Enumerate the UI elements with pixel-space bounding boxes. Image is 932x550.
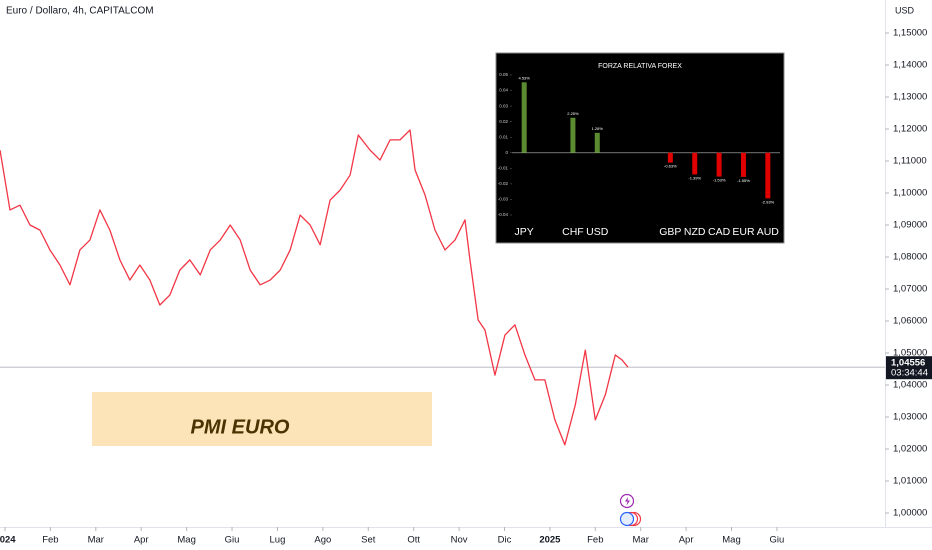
y-tick-label: 1,05000 (893, 348, 927, 359)
inset-panel (495, 52, 785, 244)
inset-value-label: -1.55% (737, 178, 750, 183)
inset-category-label: EUR (732, 226, 755, 238)
x-tick-label: Ago (314, 535, 331, 546)
x-tick-label: Mag (177, 535, 195, 546)
inset-value-label: 1.28% (592, 126, 604, 131)
inset-value-label: 4.53% (519, 75, 531, 80)
y-tick-label: 1,08000 (893, 252, 927, 263)
inset-y-tick-label: -0.03 (498, 197, 509, 202)
y-tick-label: 1,12000 (893, 124, 927, 135)
inset-bar (765, 152, 771, 199)
y-tick-label: 1,03000 (893, 412, 927, 423)
x-tick-label: Lug (270, 535, 286, 546)
inset-bar (716, 152, 722, 177)
y-tick-label: 1,01000 (893, 476, 927, 487)
x-tick-label: Feb (42, 535, 58, 546)
x-tick-label: Apr (134, 535, 149, 546)
x-tick-label: Nov (451, 535, 468, 546)
chart-title: Euro / Dollaro, 4h, CAPITALCOM (6, 6, 154, 17)
inset-y-tick-label: -0.04 (498, 212, 509, 217)
x-tick-label: Dic (498, 535, 512, 546)
x-tick-label: Feb (587, 535, 603, 546)
x-tick-label: Apr (679, 535, 694, 546)
y-tick-label: 1,10000 (893, 188, 927, 199)
inset-y-tick-label: 0.04 (499, 88, 508, 93)
inset-bar (740, 152, 746, 177)
x-tick-label: Giu (770, 535, 785, 546)
inset-value-label: 2.25% (567, 111, 579, 116)
inset-y-tick-label: -0.01 (498, 166, 509, 171)
last-price-box (886, 356, 932, 380)
x-tick-label: Mar (633, 535, 649, 546)
inset-value-label: -1.39% (688, 175, 701, 180)
inset-bar (594, 132, 600, 153)
inset-bar (692, 152, 698, 175)
y-tick-label: 1,15000 (893, 28, 927, 39)
y-tick-label: 1,11000 (893, 156, 927, 167)
y-tick-label: 1,06000 (893, 316, 927, 327)
inset-y-tick-label: 0.02 (499, 119, 508, 124)
inset-y-tick-label: 0.05 (499, 72, 508, 77)
x-tick-label: Ott (407, 535, 420, 546)
y-tick-label: 1,02000 (893, 444, 927, 455)
annotation-box (92, 392, 432, 446)
inset-y-tick-label: 0.03 (499, 103, 508, 108)
inset-category-label: USD (586, 226, 609, 238)
event-icon-glyph (625, 497, 630, 506)
countdown: 03:34:44 (891, 368, 928, 379)
inset-bar (667, 152, 673, 163)
y-tick-label: 1,13000 (893, 92, 927, 103)
inset-category-label: CAD (708, 226, 731, 238)
inset-value-label: -0.63% (664, 164, 677, 169)
inset-y-tick-label: -0.02 (498, 181, 509, 186)
inset-y-tick-label: 0.01 (499, 134, 508, 139)
event-icons (619, 493, 642, 527)
inset-value-label: -2.93% (761, 199, 774, 204)
x-tick-label: Mag (722, 535, 740, 546)
event-icon (619, 511, 635, 527)
annotation: PMI EURO (191, 416, 290, 438)
inset-value-label: -1.53% (713, 178, 726, 183)
inset-category-label: NZD (684, 226, 706, 238)
inset-bar (521, 82, 527, 153)
inset-y-tick-label: 0 (505, 150, 508, 155)
x-tick-label: Giu (225, 535, 240, 546)
x-tick-label: 2025 (539, 535, 561, 546)
inset-category-label: AUD (757, 226, 780, 238)
price-line (0, 129, 629, 446)
inset-category-label: JPY (515, 226, 534, 238)
y-tick-label: 1,09000 (893, 220, 927, 231)
last-price-label: 1,04556 (891, 358, 925, 369)
y-tick-label: 1,07000 (893, 284, 927, 295)
inset-bar (570, 117, 576, 153)
y-tick-label: 1,00000 (893, 508, 927, 519)
axis-unit: USD (895, 5, 915, 15)
y-tick-label: 1,04000 (893, 380, 927, 391)
y-tick-label: 1,14000 (893, 60, 927, 71)
x-tick-label: Set (361, 535, 376, 546)
inset-category-label: GBP (659, 226, 681, 238)
inset-category-label: CHF (562, 226, 584, 238)
x-tick-label: Mar (88, 535, 104, 546)
inset-title: FORZA RELATIVA FOREX (598, 63, 682, 70)
x-tick-label: 2024 (0, 535, 16, 546)
